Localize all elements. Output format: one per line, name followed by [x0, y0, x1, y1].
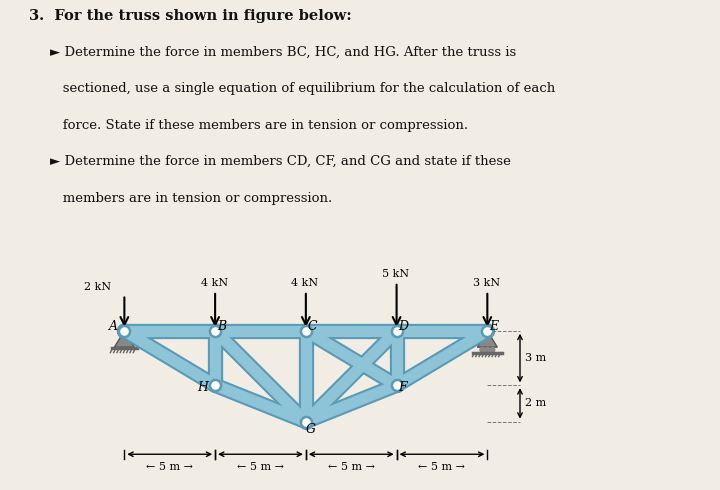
- Polygon shape: [477, 331, 498, 347]
- Text: ► Determine the force in members BC, HC, and HG. After the truss is: ► Determine the force in members BC, HC,…: [50, 46, 517, 59]
- Text: D: D: [398, 320, 408, 333]
- Text: C: C: [307, 320, 317, 333]
- Text: E: E: [489, 320, 498, 333]
- Text: 4 kN: 4 kN: [292, 278, 318, 288]
- Circle shape: [485, 347, 490, 352]
- Text: H: H: [197, 381, 208, 393]
- Text: ← 5 m →: ← 5 m →: [237, 463, 284, 472]
- Text: 3.  For the truss shown in figure below:: 3. For the truss shown in figure below:: [29, 9, 351, 24]
- Text: B: B: [217, 320, 226, 333]
- Text: 4 kN: 4 kN: [201, 278, 228, 288]
- Circle shape: [490, 347, 495, 352]
- Text: members are in tension or compression.: members are in tension or compression.: [50, 192, 333, 205]
- Polygon shape: [114, 331, 135, 347]
- Text: F: F: [399, 381, 408, 393]
- Text: ← 5 m →: ← 5 m →: [418, 463, 465, 472]
- Circle shape: [480, 347, 485, 352]
- Text: sectioned, use a single equation of equilibrium for the calculation of each: sectioned, use a single equation of equi…: [50, 82, 556, 96]
- Text: ► Determine the force in members CD, CF, and CG and state if these: ► Determine the force in members CD, CF,…: [50, 155, 511, 168]
- Text: G: G: [305, 423, 315, 436]
- Text: ← 5 m →: ← 5 m →: [328, 463, 374, 472]
- Text: 2 kN: 2 kN: [84, 282, 111, 292]
- Text: ← 5 m →: ← 5 m →: [146, 463, 193, 472]
- Text: 5 kN: 5 kN: [382, 269, 409, 279]
- Text: A: A: [109, 320, 118, 333]
- Text: 3 kN: 3 kN: [473, 278, 500, 288]
- Text: 3 m: 3 m: [526, 353, 546, 363]
- Text: 2 m: 2 m: [526, 398, 546, 409]
- Text: force. State if these members are in tension or compression.: force. State if these members are in ten…: [50, 119, 469, 132]
